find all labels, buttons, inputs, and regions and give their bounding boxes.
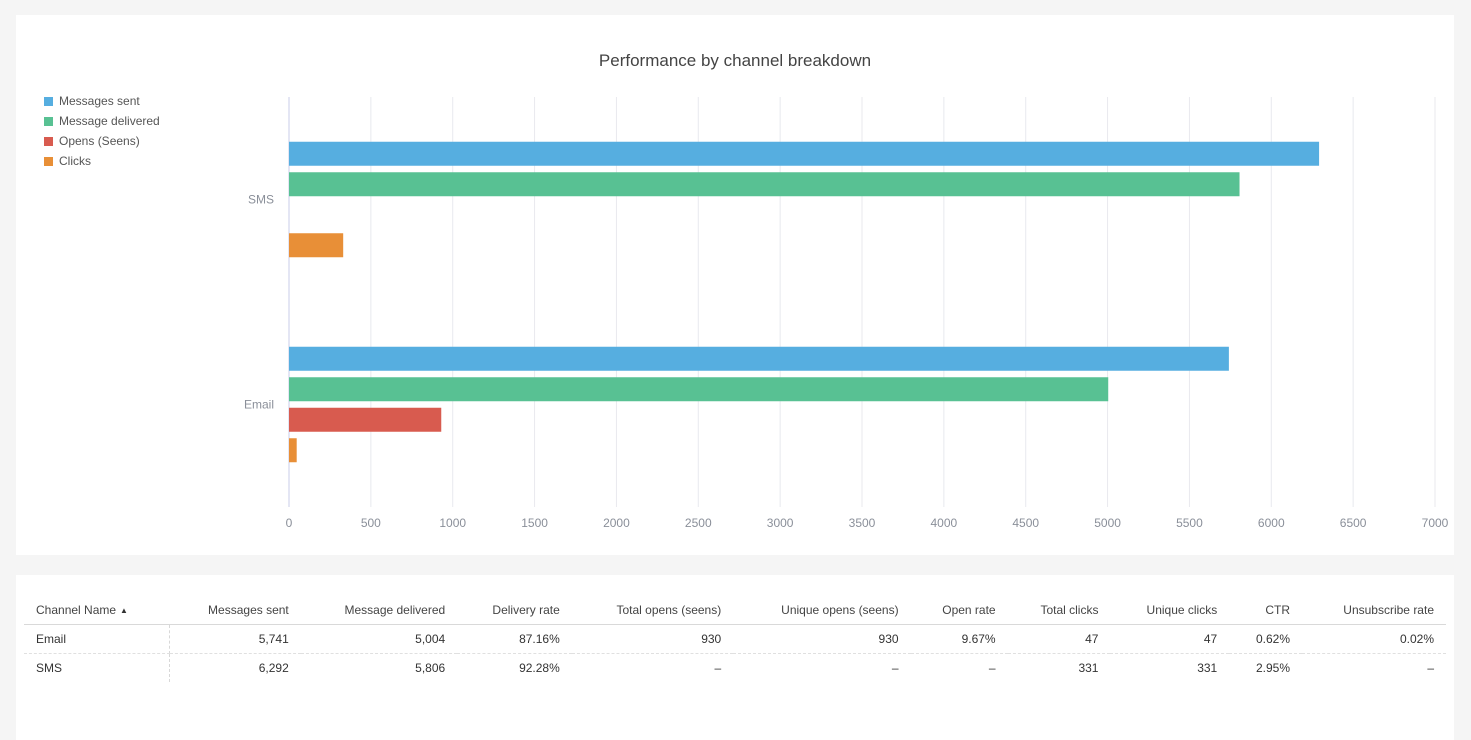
table-cell: 92.28% [519,661,560,675]
table-body: Email 5,741 5,004 87.16% 930 930 9.67% 47 47 0.62… [24,624,1446,682]
bar[interactable] [289,172,1240,197]
legend-item[interactable]: Message delivered [44,111,160,131]
chart-title: Performance by channel breakdown [598,51,872,70]
column-header-label: Unsubscribe rate [1343,602,1434,617]
table-cell: 5,741 [169,624,301,654]
column-header[interactable]: Delivery rate [457,595,572,625]
x-tick-label: 6000 [1258,516,1285,530]
table-cell: Email [24,624,170,654]
table-cell: 9.67% [910,624,1008,654]
channel-table: Channel Name ▲ Messages sent Message delive… [24,595,1446,682]
column-header[interactable]: Unique opens (seens) [733,595,911,625]
column-header[interactable]: CTR [1229,595,1303,625]
column-header[interactable]: Unique clicks [1110,595,1230,625]
bar[interactable] [289,141,1320,166]
x-tick-label: 2000 [603,516,630,530]
legend-label: Messages sent [59,94,140,108]
x-tick-label: 0 [286,516,293,530]
legend-item[interactable]: Clicks [44,151,160,171]
table-cell: 2.95% [1255,661,1291,675]
column-header-label: Open rate [942,602,996,617]
x-tick-label: 3000 [767,516,794,530]
x-tick-label: 1500 [521,516,548,530]
table-cell: – [714,661,722,675]
column-header-label: Delivery rate [492,602,560,617]
table-header-row: Channel Name ▲ Messages sent Message delive… [24,595,1446,625]
column-header-label: Message delivered [344,602,446,617]
legend-swatch [44,96,53,106]
y-category-label: Email [244,398,274,412]
chart-legend: Messages sent Message delivered Opens (See… [44,91,160,171]
table-cell: 930 [571,624,734,654]
legend-swatch [44,116,53,126]
bar[interactable] [289,346,1229,371]
x-tick-label: 500 [361,516,381,530]
bar[interactable] [289,407,442,432]
sort-ascending-icon[interactable]: ▲ [120,605,128,615]
y-category-label: SMS [248,193,274,207]
table-cell: 0.02% [1302,624,1446,654]
column-header[interactable]: Unsubscribe rate [1302,595,1446,625]
x-tick-label: 5500 [1176,516,1203,530]
table-cell: 331 [1078,661,1099,675]
legend-swatch [44,136,53,146]
bar[interactable] [289,233,344,258]
x-tick-label: 7000 [1422,516,1449,530]
legend-label: Clicks [59,154,91,168]
column-header-label: Total clicks [1040,602,1099,617]
table-cell: 47 [1007,624,1111,654]
table-cell: – [988,661,996,675]
column-header-label: Unique clicks [1146,602,1218,617]
column-header[interactable]: Channel Name ▲ [24,595,170,625]
table-row[interactable]: Email 5,741 5,004 87.16% 930 930 9.67% 47 47 0.62… [24,624,1446,654]
x-tick-label: 6500 [1340,516,1367,530]
column-header[interactable]: Total opens (seens) [571,595,734,625]
x-tick-label: 1000 [439,516,466,530]
column-header-label: Total opens (seens) [616,602,722,617]
column-header-label: Channel Name [36,602,117,617]
legend-label: Opens (Seens) [59,134,140,148]
legend-item[interactable]: Opens (Seens) [44,131,160,151]
column-header[interactable]: Open rate [910,595,1008,625]
table-cell: 6,292 [258,661,289,675]
column-header-label: Messages sent [208,602,289,617]
x-tick-label: 2500 [685,516,712,530]
x-tick-label: 5000 [1094,516,1121,530]
column-header[interactable]: Message delivered [300,595,458,625]
table-cell: 930 [733,624,911,654]
table-cell: SMS [24,653,170,682]
column-header[interactable]: Total clicks [1007,595,1111,625]
table-row[interactable]: SMS 6,292 5,806 92.28% – – – 331 331 2.95% – [24,653,1446,682]
column-header-label: Unique opens (seens) [781,602,899,617]
table-cell: 0.62% [1229,624,1303,654]
x-tick-label: 4000 [931,516,958,530]
chart-panel: Performance by channel breakdown Message… [16,15,1454,555]
column-header[interactable]: Messages sent [169,595,301,625]
bar[interactable] [289,377,1109,402]
legend-swatch [44,156,53,166]
table-cell: 87.16% [457,624,572,654]
table-cell: – [891,661,899,675]
legend-label: Message delivered [59,114,160,128]
table-cell: 5,806 [415,661,446,675]
table-cell: 331 [1197,661,1218,675]
table-cell: 47 [1110,624,1230,654]
bar[interactable] [289,438,297,463]
bar-chart: 0 500 1000 1500 2000 2500 3000 3500 4000 4500 5000… [244,97,1449,530]
x-tick-label: 3500 [849,516,876,530]
column-header-label: CTR [1265,602,1291,617]
table-panel: Channel Name ▲ Messages sent Message delive… [16,575,1454,740]
legend-item[interactable]: Messages sent [44,91,160,111]
table-cell: 5,004 [300,624,458,654]
table-cell: – [1427,661,1434,675]
x-tick-label: 4500 [1012,516,1039,530]
